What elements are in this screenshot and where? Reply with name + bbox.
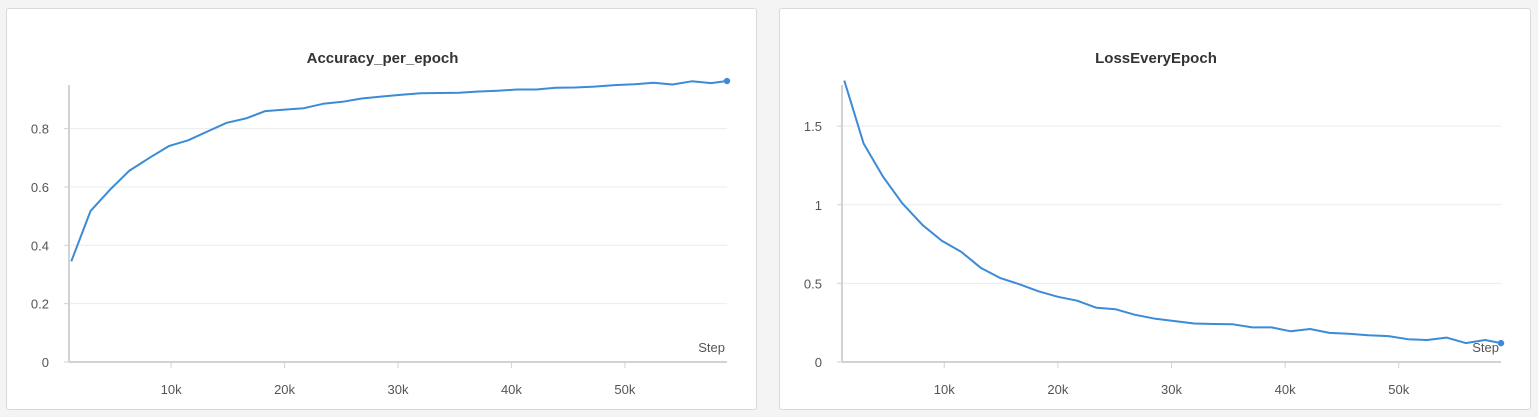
accuracy-chart: Accuracy_per_epoch 0 0.2 0.4 0.6 0.8 10k 20k 30k… xyxy=(31,50,731,397)
chart-title: Accuracy_per_epoch xyxy=(307,50,459,67)
x-tick-label: 10k xyxy=(934,382,955,397)
x-tick-label: 20k xyxy=(1047,382,1068,397)
y-tick-label: 0.5 xyxy=(804,276,822,291)
chart-title: LossEveryEpoch xyxy=(1095,50,1217,67)
y-tick-label: 0 xyxy=(42,355,49,370)
accuracy-chart-panel: Accuracy_per_epoch 0 0.2 0.4 0.6 0.8 10k 20k 30k… xyxy=(6,8,757,410)
x-axis-label: Step xyxy=(1472,340,1499,355)
x-tick-label: 10k xyxy=(161,382,182,397)
y-tick-label: 0 xyxy=(815,355,822,370)
series-line xyxy=(70,80,728,262)
last-point-marker[interactable] xyxy=(1497,339,1505,347)
y-tick-label: 0.8 xyxy=(31,122,49,137)
y-tick-label: 1.5 xyxy=(804,119,822,134)
x-tick-label: 40k xyxy=(1275,382,1296,397)
loss-chart-panel: LossEveryEpoch 0 0.5 1 1.5 10k 20k 30k 40k 50k Ste… xyxy=(779,8,1531,410)
y-tick-label: 0.2 xyxy=(31,297,49,312)
x-tick-label: 50k xyxy=(614,382,635,397)
loss-chart: LossEveryEpoch 0 0.5 1 1.5 10k 20k 30k 40k 50k Ste… xyxy=(804,50,1505,397)
x-tick-label: 40k xyxy=(501,382,522,397)
last-point-marker[interactable] xyxy=(723,77,731,85)
x-tick-label: 30k xyxy=(388,382,409,397)
x-tick-label: 30k xyxy=(1161,382,1182,397)
y-tick-label: 1 xyxy=(815,198,822,213)
y-tick-label: 0.4 xyxy=(31,238,49,253)
series-line xyxy=(843,80,1502,345)
x-axis-label: Step xyxy=(698,340,725,355)
x-tick-label: 50k xyxy=(1388,382,1409,397)
y-tick-label: 0.6 xyxy=(31,180,49,195)
x-tick-label: 20k xyxy=(274,382,295,397)
